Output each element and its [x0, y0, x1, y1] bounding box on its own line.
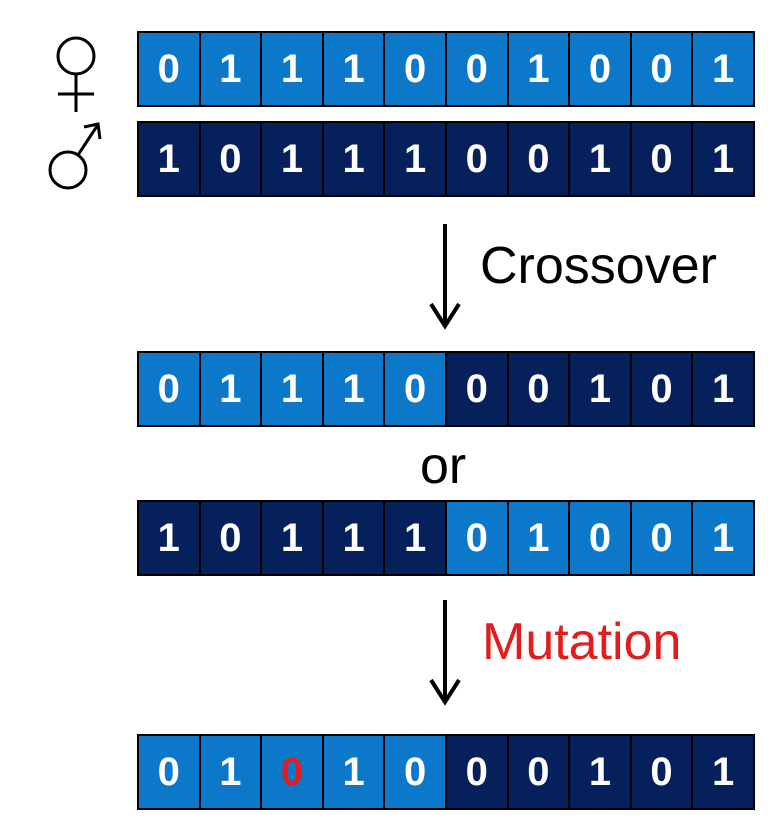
bit-cell: 0	[444, 502, 507, 574]
bit-cell: 0	[444, 736, 507, 808]
bit-cell: 1	[691, 353, 753, 425]
bit-cell: 1	[260, 502, 322, 574]
bit-cell: 1	[198, 736, 261, 808]
bit-cell: 1	[568, 736, 630, 808]
bit-cell: 1	[321, 502, 384, 574]
bit-cell: 1	[383, 123, 445, 195]
bit-cell: 0	[444, 33, 507, 105]
bit-cell: 1	[260, 33, 322, 105]
bit-cell: 0	[506, 123, 569, 195]
bit-cell: 1	[321, 736, 384, 808]
bit-cell: 0	[568, 502, 630, 574]
bit-cell: 1	[260, 353, 322, 425]
bit-cell: 0	[629, 353, 692, 425]
crossover-label: Crossover	[480, 237, 717, 295]
bit-cell: 1	[691, 502, 753, 574]
bit-cell: 0	[506, 736, 569, 808]
bit-cell: 1	[321, 33, 384, 105]
mutated-bit-cell: 0	[260, 736, 322, 808]
bit-cell: 1	[506, 33, 569, 105]
bit-cell: 1	[383, 502, 445, 574]
bit-cell: 1	[260, 123, 322, 195]
bit-cell: 0	[629, 33, 692, 105]
bit-cell: 0	[568, 33, 630, 105]
bit-cell: 0	[198, 123, 261, 195]
bit-cell: 1	[321, 123, 384, 195]
bit-cell: 1	[198, 33, 261, 105]
bit-cell: 1	[691, 736, 753, 808]
bit-cell: 0	[139, 353, 199, 425]
bit-cell: 1	[568, 353, 630, 425]
female-symbol-icon	[56, 36, 96, 112]
down-arrow-icon	[429, 224, 461, 330]
bit-cell: 1	[139, 123, 199, 195]
or-label: or	[420, 437, 467, 495]
bit-cell: 0	[139, 736, 199, 808]
down-arrow-icon	[429, 600, 461, 706]
bit-cell: 0	[629, 502, 692, 574]
bit-cell: 1	[568, 123, 630, 195]
bit-cell: 0	[383, 353, 445, 425]
bit-cell: 0	[383, 33, 445, 105]
bit-cell: 0	[629, 736, 692, 808]
bit-cell: 0	[444, 353, 507, 425]
bit-cell: 0	[198, 502, 261, 574]
bit-cell: 0	[506, 353, 569, 425]
bit-cell: 1	[139, 502, 199, 574]
bit-cell: 0	[629, 123, 692, 195]
bit-cell: 1	[691, 123, 753, 195]
bit-cell: 1	[198, 353, 261, 425]
bit-cell: 1	[506, 502, 569, 574]
bit-cell: 0	[383, 736, 445, 808]
bit-cell: 1	[321, 353, 384, 425]
bit-cell: 1	[691, 33, 753, 105]
bit-cell: 0	[444, 123, 507, 195]
male-symbol-icon	[48, 122, 102, 190]
bit-cell: 0	[139, 33, 199, 105]
mutation-label: Mutation	[482, 613, 682, 671]
